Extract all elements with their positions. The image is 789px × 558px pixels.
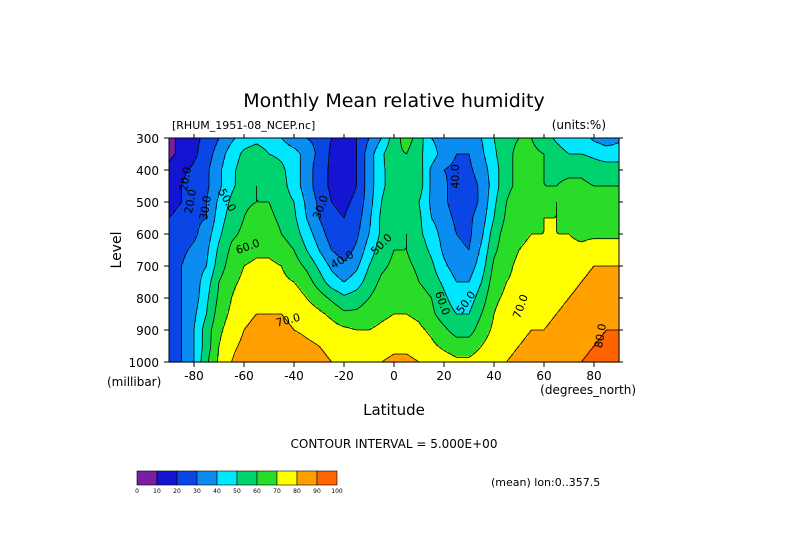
units-label: (units:%) [552,118,606,132]
plot-area: 20.020.030.0 50.060.070.030.040.050.040.0… [169,138,620,363]
chart-title: Monthly Mean relative humidity [243,90,545,112]
contour-chart: Monthly Mean relative humidity [RHUM_195… [0,0,789,558]
dataset-label: [RHUM_1951-08_NCEP.nc] [172,119,315,132]
